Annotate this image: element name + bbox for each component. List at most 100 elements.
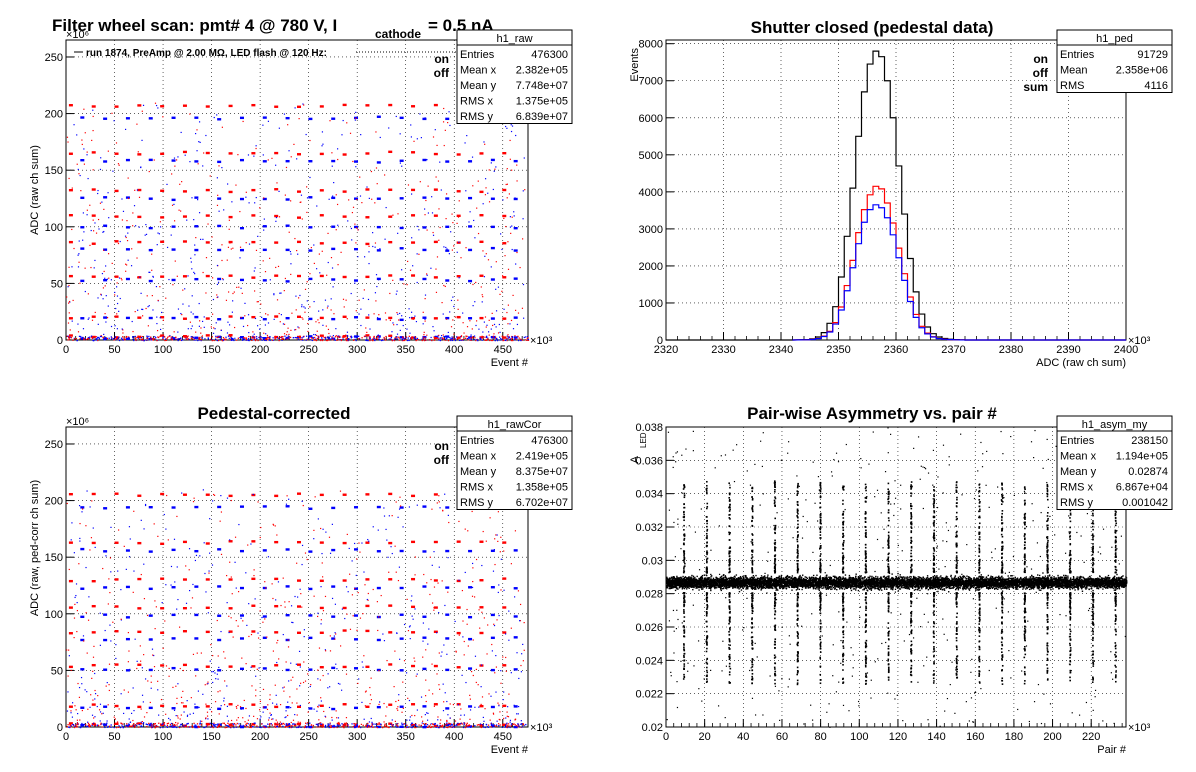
data-point: [67, 286, 69, 288]
data-point: [111, 112, 113, 114]
data-point: [301, 544, 304, 547]
data-point: [84, 132, 86, 134]
baseline-point: [251, 339, 253, 341]
baseline-point: [289, 336, 292, 339]
data-point: [368, 540, 370, 542]
data-point: [431, 196, 433, 198]
baseline-point: [402, 337, 404, 339]
data-point: [223, 338, 225, 340]
data-point: [370, 699, 372, 701]
data-point: [378, 279, 380, 281]
data-point: [101, 713, 103, 715]
band-point: [710, 573, 712, 576]
data-point: [299, 704, 301, 707]
stats-name: h1_rawCor: [488, 419, 542, 431]
baseline-point: [114, 723, 117, 725]
data-point: [329, 686, 331, 688]
data-mark-on: [182, 663, 187, 667]
baseline-point: [490, 723, 493, 725]
x-tick-label: 250: [299, 731, 317, 743]
band-point: [787, 579, 789, 582]
baseline-point: [97, 724, 99, 727]
data-mark-on: [91, 631, 96, 634]
baseline-point: [454, 338, 456, 340]
data-point: [472, 567, 474, 569]
data-point: [333, 635, 335, 637]
data-point: [81, 616, 84, 618]
baseline-point: [466, 725, 468, 727]
data-point: [391, 724, 393, 726]
data-point: [115, 286, 118, 288]
y-tick-label: 0.036: [635, 455, 663, 467]
data-point: [273, 726, 276, 728]
data-point: [515, 263, 517, 265]
baseline-point: [485, 336, 488, 339]
data-point: [212, 313, 214, 315]
baseline-point: [430, 726, 432, 729]
band-point: [913, 589, 916, 591]
data-point: [464, 528, 466, 530]
data-mark-off: [399, 506, 404, 509]
data-point: [173, 220, 176, 222]
data-point: [140, 292, 142, 294]
data-point: [337, 264, 339, 266]
baseline-point: [211, 336, 213, 338]
data-point: [432, 234, 435, 236]
data-point: [378, 703, 380, 706]
data-point: [173, 157, 176, 159]
data-mark-off: [354, 247, 359, 251]
data-mark-off: [148, 226, 153, 230]
data-point: [127, 232, 129, 234]
data-point: [392, 214, 394, 216]
data-point: [355, 574, 357, 577]
data-point: [180, 210, 182, 212]
data-point: [84, 267, 86, 269]
baseline-point: [443, 726, 445, 729]
baseline-point: [507, 726, 509, 729]
baseline-point: [109, 725, 111, 727]
baseline-point: [168, 335, 170, 338]
baseline-point: [446, 726, 448, 728]
data-point: [194, 559, 197, 562]
baseline-point: [449, 336, 451, 339]
data-point: [136, 123, 138, 125]
data-mark-off: [171, 225, 176, 228]
baseline-point: [91, 724, 93, 727]
data-point: [360, 134, 362, 136]
x-tick-label: 400: [445, 731, 463, 743]
data-mark-off: [490, 549, 495, 553]
data-point: [152, 339, 154, 341]
data-point: [368, 337, 370, 339]
baseline-point: [448, 725, 450, 728]
baseline-point: [231, 339, 234, 341]
data-point: [367, 298, 370, 301]
baseline-point: [418, 724, 420, 726]
data-point: [406, 598, 408, 600]
data-point: [182, 702, 184, 704]
data-mark-off: [194, 116, 199, 119]
x-tick-label: 20: [699, 731, 711, 743]
data-mark-off: [103, 248, 108, 251]
data-point: [306, 722, 309, 724]
baseline-point: [489, 339, 491, 342]
baseline-point: [384, 723, 386, 725]
data-point: [484, 316, 487, 318]
data-mark-off: [399, 637, 404, 640]
baseline-point: [141, 338, 144, 340]
data-point: [155, 606, 157, 608]
data-point: [447, 121, 449, 124]
data-point: [77, 266, 80, 268]
data-point: [162, 319, 165, 321]
baseline-point: [315, 339, 317, 341]
data-point: [410, 722, 413, 724]
data-point: [255, 695, 257, 697]
data-point: [216, 673, 218, 675]
data-point: [157, 232, 159, 234]
data-point: [445, 246, 447, 249]
data-point: [229, 561, 231, 563]
data-mark-off: [285, 248, 290, 252]
baseline-point: [69, 338, 71, 341]
data-point: [67, 691, 69, 693]
data-point: [115, 644, 117, 646]
data-point: [517, 339, 520, 342]
